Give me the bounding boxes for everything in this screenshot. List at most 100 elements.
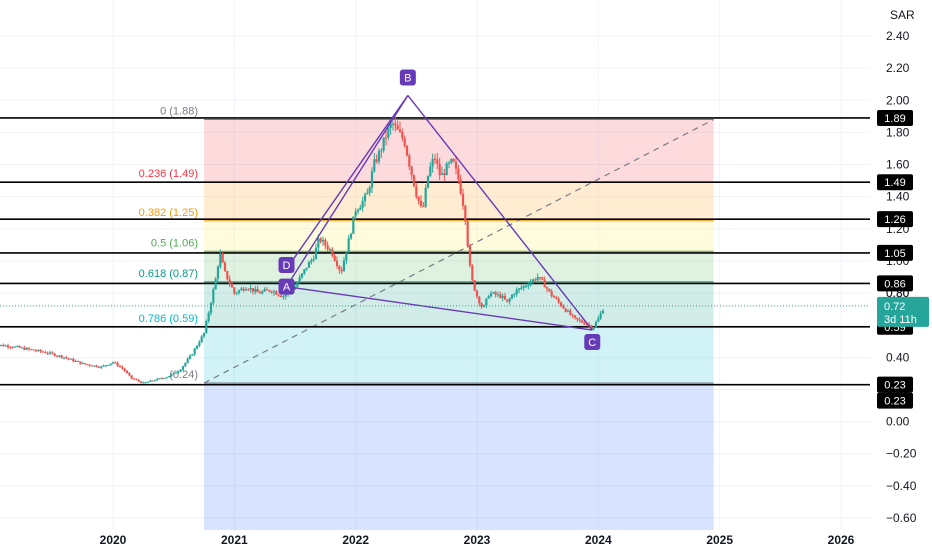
candle-body xyxy=(193,348,196,355)
candle-body xyxy=(569,310,572,315)
candle-body xyxy=(370,171,374,188)
candle-body xyxy=(13,346,17,348)
candle-body xyxy=(46,352,49,354)
candle-body xyxy=(270,291,273,293)
fib-band-extension xyxy=(204,383,714,530)
candle-body xyxy=(347,238,350,253)
candle-body xyxy=(9,347,12,349)
candle-body xyxy=(226,270,229,280)
candle-body xyxy=(258,292,262,294)
candle-body xyxy=(144,382,147,384)
candle-body xyxy=(76,360,80,362)
candle-body xyxy=(235,292,238,294)
y-tick-label: 0.00 xyxy=(886,415,910,429)
candle-body xyxy=(471,265,474,281)
candle-body xyxy=(125,370,129,373)
candle-body xyxy=(123,368,126,371)
candle-body xyxy=(475,290,479,297)
candle-body xyxy=(160,378,164,380)
candle-body xyxy=(130,375,133,379)
candle-body xyxy=(95,365,98,367)
candle-body xyxy=(158,378,161,380)
fib-band xyxy=(204,182,714,221)
fib-level-label: 0.5 (1.06) xyxy=(151,237,198,249)
candle-body xyxy=(485,298,488,306)
fib-level-label: 0.786 (0.59) xyxy=(139,313,198,325)
fib-level-label: 0.618 (0.87) xyxy=(139,268,198,280)
fib-level-label: 0.382 (1.25) xyxy=(139,207,198,219)
candle-body xyxy=(531,279,535,283)
pattern-leg xyxy=(407,95,593,331)
candle-body xyxy=(67,358,70,360)
line-price-badge-label: 0.23 xyxy=(884,380,905,392)
candle-body xyxy=(198,342,201,346)
current-price-badge xyxy=(877,296,929,327)
candle-body xyxy=(132,378,136,380)
candle-body xyxy=(165,377,168,379)
candle-body xyxy=(156,378,159,381)
candle-body xyxy=(529,282,532,286)
candle-body xyxy=(205,321,208,333)
candle-body xyxy=(543,279,546,288)
candle-body xyxy=(389,123,392,129)
candle-body xyxy=(359,207,362,210)
candle-body xyxy=(11,347,14,349)
candle-body xyxy=(436,159,439,164)
candle-body xyxy=(25,348,28,350)
candle-body xyxy=(191,354,194,356)
candle-body xyxy=(30,349,33,351)
candle-body xyxy=(58,355,61,357)
y-tick-label: −0.60 xyxy=(886,511,917,525)
candle-body xyxy=(405,145,409,156)
y-tick-label: 1.80 xyxy=(886,125,910,139)
candle-body xyxy=(195,345,199,349)
candle-body xyxy=(83,363,87,365)
candle-body xyxy=(167,376,171,378)
candle-body xyxy=(240,288,243,291)
candle-body xyxy=(142,382,145,384)
y-tick-label: 1.60 xyxy=(886,158,910,172)
candle-body xyxy=(279,295,283,298)
candle-body xyxy=(517,288,521,290)
candle-body xyxy=(149,380,152,382)
x-tick-label: 2020 xyxy=(100,533,127,547)
x-tick-label: 2023 xyxy=(464,533,491,547)
candle-body xyxy=(352,216,355,234)
candle-body xyxy=(377,150,381,162)
y-tick-label: 0.40 xyxy=(886,350,910,364)
candle-body xyxy=(387,128,390,138)
candle-body xyxy=(338,266,341,270)
candle-body xyxy=(342,260,346,272)
pattern-leg xyxy=(286,285,593,331)
candle-body xyxy=(181,366,185,370)
candle-body xyxy=(69,358,73,360)
candle-body xyxy=(27,348,31,350)
currency-label: SAR xyxy=(890,8,915,22)
y-tick-label: 1.40 xyxy=(886,190,910,204)
candle-body xyxy=(557,298,560,303)
candle-body xyxy=(114,362,117,364)
pattern-point-label: D xyxy=(283,260,291,272)
candle-body xyxy=(480,303,483,307)
candle-body xyxy=(412,175,416,187)
candle-body xyxy=(501,295,504,298)
candle-body xyxy=(88,364,91,366)
candle-body xyxy=(207,312,210,322)
candle-body xyxy=(184,362,187,367)
candle-body xyxy=(461,193,465,206)
candle-body xyxy=(536,277,539,281)
candle-body xyxy=(254,289,257,292)
x-tick-label: 2025 xyxy=(706,533,733,547)
candle-body xyxy=(599,313,602,319)
candle-body xyxy=(321,239,325,242)
candle-body xyxy=(384,137,388,139)
candle-body xyxy=(508,298,511,302)
pattern-leg xyxy=(285,95,409,270)
candle-body xyxy=(433,158,437,160)
line-price-badge xyxy=(877,376,913,393)
candle-body xyxy=(583,322,586,325)
candle-body xyxy=(375,159,378,162)
candle-body xyxy=(300,273,304,278)
